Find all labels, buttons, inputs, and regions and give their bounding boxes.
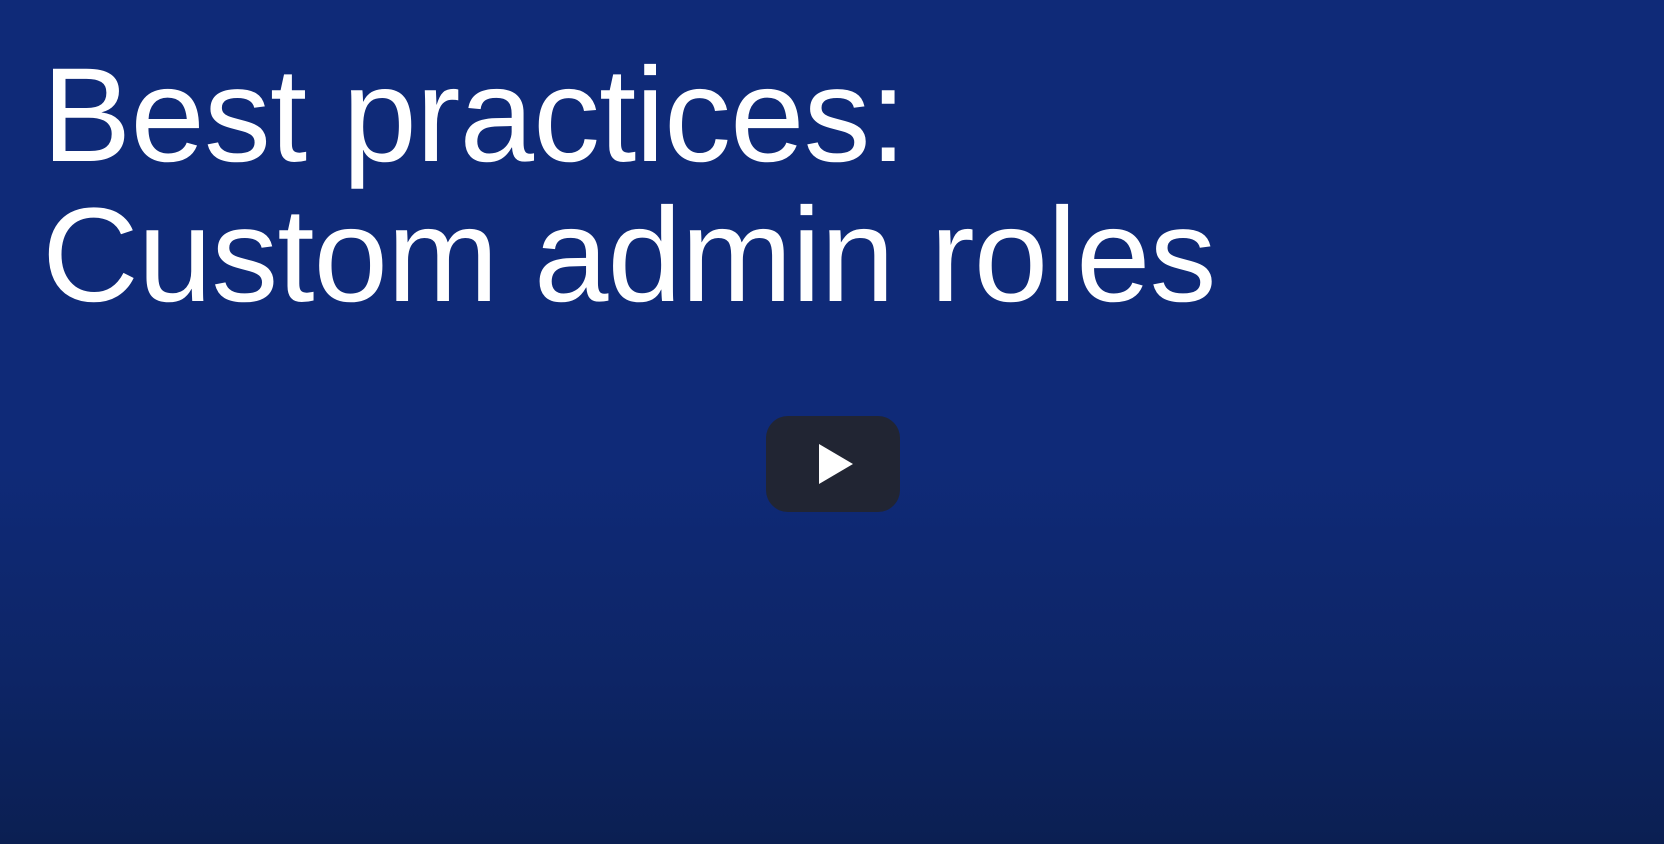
video-title-line-2: Custom admin roles bbox=[42, 181, 1217, 330]
play-icon bbox=[819, 444, 853, 484]
video-title-line-1: Best practices: bbox=[42, 41, 907, 190]
play-button[interactable] bbox=[766, 416, 900, 512]
video-title: Best practices: Custom admin roles bbox=[42, 41, 1217, 330]
